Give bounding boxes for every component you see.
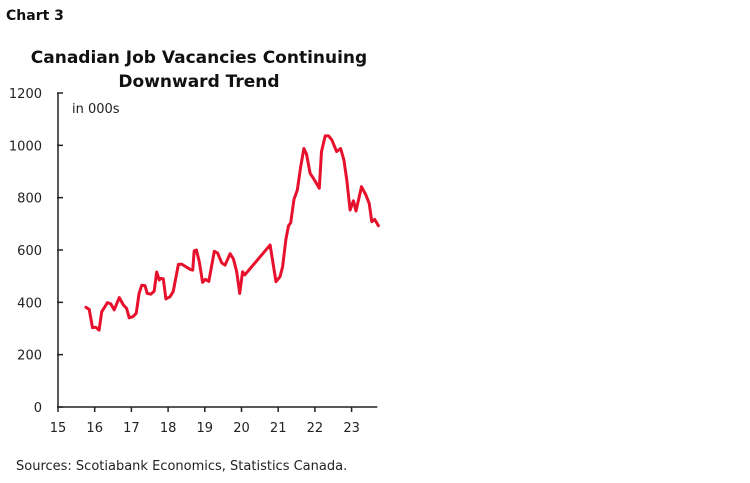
x-tick-label: 17 bbox=[123, 421, 140, 436]
y-tick-label: 200 bbox=[17, 349, 42, 364]
y-tick-label: 400 bbox=[17, 296, 42, 311]
x-tick-label: 22 bbox=[307, 421, 324, 436]
x-tick-label: 16 bbox=[86, 421, 103, 436]
unit-label: in 000s bbox=[72, 102, 120, 117]
x-tick-label: 23 bbox=[343, 421, 360, 436]
chart-title-line-2: Downward Trend bbox=[118, 72, 279, 92]
y-tick-label: 600 bbox=[17, 244, 42, 259]
x-tick-label: 21 bbox=[270, 421, 287, 436]
y-tick-label: 800 bbox=[17, 192, 42, 207]
x-tick-label: 20 bbox=[233, 421, 250, 436]
x-tick-label: 18 bbox=[160, 421, 177, 436]
axes: 0 200 400 600 800 1000 1200 15 16 17 18 19 20 21 22 23 bbox=[9, 87, 378, 436]
y-tick-label: 1000 bbox=[9, 139, 42, 154]
chart-title-line-1: Canadian Job Vacancies Continuing bbox=[31, 48, 367, 68]
y-tick-label: 0 bbox=[34, 401, 42, 416]
x-tick-label: 15 bbox=[50, 421, 67, 436]
chart-number: Chart 3 bbox=[6, 8, 64, 24]
x-tick-label: 19 bbox=[197, 421, 214, 436]
series-line bbox=[84, 134, 380, 332]
y-tick-label: 1200 bbox=[9, 87, 42, 102]
source-note: Sources: Scotiabank Economics, Statistic… bbox=[16, 459, 347, 474]
